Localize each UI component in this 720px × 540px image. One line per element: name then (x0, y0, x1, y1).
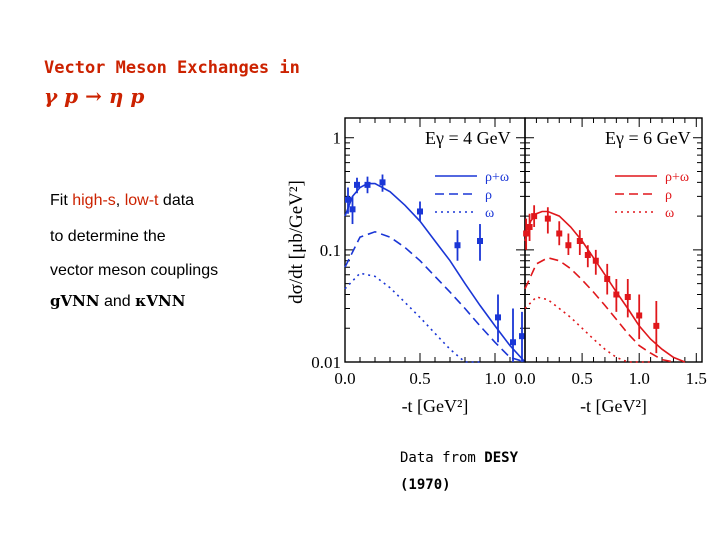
g-coupling: gVNN (50, 292, 100, 310)
x-tick-label: 0.0 (514, 369, 535, 388)
series-line-dashed (344, 230, 526, 363)
y-axis-label: dσ/dt [μb/GeV²] (286, 180, 307, 304)
data-point (592, 257, 599, 264)
panel-6gev: 0.0 0.5 1.0 1.5 -t [GeV²] Eγ = 6 GeV ρ+ω ρω (514, 117, 707, 416)
data-point (523, 230, 530, 237)
determine-text: to determine the (50, 228, 166, 245)
panel-label: Eγ = 6 GeV (605, 128, 691, 148)
y-tick-label: 0.1 (320, 241, 341, 260)
reaction-formula: γ p → η p (44, 84, 145, 108)
slide-title: Vector Meson Exchanges in (44, 58, 300, 78)
fit-text-line: Fit high-s, low-t data (50, 192, 194, 210)
series-line-dotted (524, 296, 651, 363)
kappa-coupling: κVNN (135, 292, 186, 310)
source-name: DESY (484, 450, 519, 466)
data-point (417, 208, 423, 215)
and-text: and (99, 293, 136, 310)
data-point (604, 275, 611, 282)
legend-entry: ω (485, 206, 494, 221)
comma-text: , (115, 192, 125, 209)
data-point (613, 291, 620, 298)
legend-entry: ρ+ω (665, 170, 689, 185)
legend-entry: ρ (485, 188, 492, 203)
data-point (531, 213, 538, 220)
data-point (565, 242, 572, 249)
data-point (526, 223, 533, 230)
data-point (653, 322, 660, 329)
series-line-solid (524, 210, 686, 363)
data-point (624, 293, 631, 300)
data-point (349, 206, 356, 213)
data-point (519, 333, 525, 340)
data-point (345, 196, 351, 203)
data-point (364, 181, 371, 188)
data-point (354, 181, 360, 188)
couplings-text: vector meson couplings (50, 262, 219, 279)
x-tick-label: 1.0 (484, 369, 505, 388)
y-tick-label: 0.01 (311, 353, 341, 372)
data-point (477, 237, 483, 244)
legend-entry: ρ (665, 188, 672, 203)
x-axis-label: -t [GeV²] (580, 396, 647, 416)
x-axis-label: -t [GeV²] (402, 396, 469, 416)
source-line: Data from DESY (400, 450, 518, 466)
panel-4gev: 0.0 0.5 1.0 1 0.1 0.01 -t [GeV²] Eγ = 4 GeV ρ+ω ρ… (311, 117, 526, 416)
legend-entry: ω (665, 206, 674, 221)
x-tick-label: 0.5 (571, 369, 592, 388)
fit-prefix: Fit (50, 192, 73, 209)
legend-entry: ρ+ω (485, 170, 509, 185)
data-point (544, 215, 551, 222)
data-point (454, 242, 461, 249)
data-point (379, 179, 386, 186)
coupling-symbols: gVNN and κVNN (50, 292, 185, 311)
x-tick-label: 0.5 (409, 369, 430, 388)
series-line-dashed (524, 256, 674, 363)
data-point (576, 237, 583, 244)
panel-label: Eγ = 4 GeV (425, 128, 511, 148)
data-text: data (158, 192, 195, 209)
x-tick-label: 1.0 (629, 369, 650, 388)
series-line-dotted (344, 272, 480, 363)
x-tick-label: 0.0 (334, 369, 355, 388)
source-prefix: Data from (400, 450, 485, 466)
data-point (636, 312, 643, 319)
panel-frame (524, 117, 703, 363)
low-t-text: low-t (124, 192, 159, 209)
data-point (495, 314, 501, 321)
y-tick-label: 1 (333, 129, 342, 148)
x-tick-label: 1.5 (686, 369, 707, 388)
source-year: (1970) (400, 477, 451, 493)
data-point (556, 230, 563, 237)
high-s-text: high-s (72, 192, 116, 209)
data-point (584, 252, 591, 259)
data-point (510, 339, 516, 346)
